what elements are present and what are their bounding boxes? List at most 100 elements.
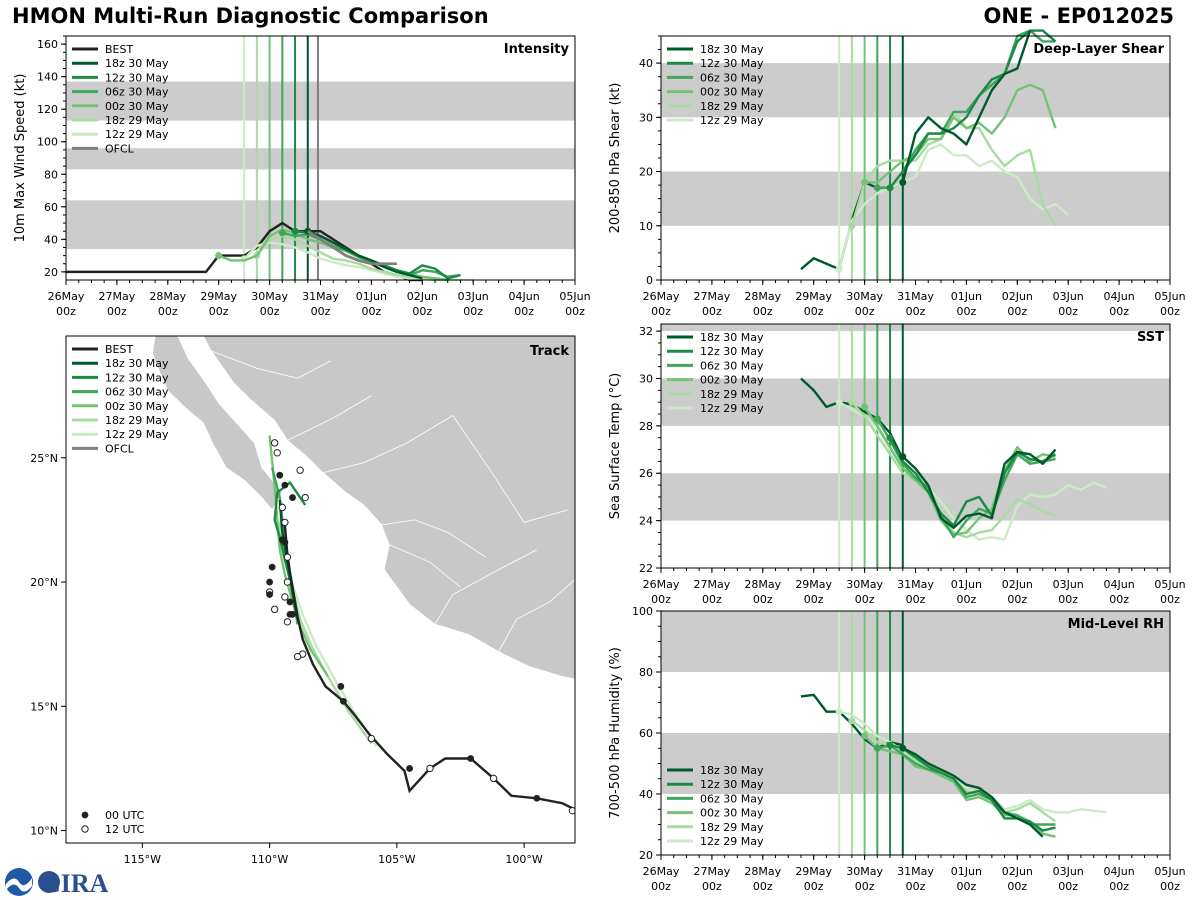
sst-band [661, 324, 1170, 332]
rh-panel: 20 40 60 80 100 26May 00z 27May 00z 28May 00z 29May… [608, 605, 1186, 893]
track-lon-label: 110°W [251, 853, 288, 866]
track-marker-00utc [268, 563, 276, 571]
intensity-legend-label: 18z 30 May [105, 57, 169, 70]
sst-series-start-point [873, 415, 881, 423]
sst-legend-label: 00z 30 May [700, 374, 764, 387]
intensity-legend-label: 18z 29 May [105, 114, 169, 127]
rh-series-line [838, 710, 1107, 814]
rh-xtick-hour: 00z [1109, 880, 1129, 893]
cira-logo-text: CIRA [42, 869, 109, 898]
rh-ytick-label: 40 [639, 788, 653, 801]
sst-ytick-label: 28 [639, 420, 653, 433]
intensity-xtick-day: 01Jun [356, 290, 387, 303]
rh-xtick-day: 31May [897, 865, 934, 878]
track-marker-12utc [281, 593, 289, 601]
sst-legend-label: 12z 30 May [700, 345, 764, 358]
shear-band [661, 171, 1170, 226]
track-marker-00utc [467, 755, 475, 762]
track-marker-00utc [266, 578, 273, 586]
track-legend-label: 00z 30 May [105, 400, 169, 413]
shear-band [661, 63, 1170, 118]
rh-ylabel: 700-500 hPa Humidity (%) [608, 647, 623, 819]
sst-xtick-day: 30May [846, 578, 883, 591]
rh-legend-label: 06z 30 May [700, 792, 764, 805]
rh-xtick-hour: 00z [957, 880, 977, 893]
track-marker-12utc [568, 806, 575, 815]
state-border [210, 350, 331, 379]
track-map-layer [152, 336, 575, 815]
sst-series-line [901, 448, 1057, 529]
rh-ytick-label: 20 [639, 849, 653, 862]
baja-peninsula [152, 336, 283, 511]
storm-id: ONE - EP012025 [983, 4, 1174, 28]
shear-xtick-day: 05Jun [1154, 290, 1185, 303]
sst-legend-label: 18z 29 May [700, 388, 764, 401]
rh-xtick-hour: 00z [855, 880, 875, 893]
intensity-legend-label: 06z 30 May [105, 86, 169, 99]
track-frame [65, 335, 576, 844]
track-lat-label: 20°N [30, 576, 58, 589]
state-border [389, 544, 461, 588]
track-marker-00utc [276, 471, 284, 479]
track-marker-12utc [367, 734, 376, 743]
shear-ytick-label: 30 [639, 111, 653, 124]
sst-series-start-point [899, 453, 907, 461]
track-legend-label: 18z 30 May [105, 357, 169, 370]
state-border [434, 549, 538, 625]
intensity-xtick-hour: 00z [412, 305, 432, 318]
track-marker-12utc [278, 503, 287, 512]
rh-legend-label: 12z 30 May [700, 778, 764, 791]
track-legend-marker-12 [81, 825, 89, 833]
track-marker-12utc [283, 578, 292, 586]
shear-xtick-hour: 00z [753, 305, 773, 318]
sst-ytick-label: 22 [639, 562, 653, 575]
sst-ytick-label: 24 [639, 515, 653, 528]
track-lat-label: 10°N [30, 825, 58, 838]
sst-series-start-point [835, 398, 843, 406]
sst-xtick-hour: 00z [1058, 593, 1078, 606]
shear-xtick-day: 02Jun [1002, 290, 1033, 303]
intensity-ytick-label: 100 [37, 136, 58, 149]
sst-series-start-point [861, 403, 869, 411]
track-lat-label: 25°N [30, 452, 58, 465]
track-series-line [278, 522, 378, 747]
intensity-series-start-point [278, 229, 286, 237]
track-legend-label: 12z 30 May [105, 371, 169, 384]
shear-series-start-point [899, 178, 907, 186]
shear-ylabel: 200-850 hPa Shear (kt) [608, 83, 623, 234]
intensity-ofcl-line [307, 230, 397, 266]
track-series-line [278, 502, 373, 745]
track-marker-12utc [281, 518, 289, 527]
intensity-xtick-hour: 00z [209, 305, 229, 318]
shear-series-start-point [886, 184, 894, 192]
sst-ylabel: Sea Surface Temp (°C) [608, 373, 623, 520]
rh-xtick-day: 29May [795, 865, 832, 878]
rh-legend-label: 00z 30 May [700, 807, 764, 820]
rh-ytick-label: 100 [632, 605, 653, 618]
rh-band [661, 611, 1170, 672]
sst-xtick-hour: 00z [702, 593, 722, 606]
rh-xtick-hour: 00z [1160, 880, 1180, 893]
rh-ytick-label: 60 [639, 727, 653, 740]
rh-xtick-day: 04Jun [1104, 865, 1135, 878]
intensity-ytick-label: 160 [37, 38, 58, 51]
intensity-xtick-hour: 00z [362, 305, 382, 318]
shear-xtick-day: 03Jun [1053, 290, 1084, 303]
intensity-series-line [282, 231, 461, 278]
intensity-legend-label: BEST [105, 43, 133, 56]
track-marker-00utc [337, 683, 345, 690]
rh-xtick-hour: 00z [753, 880, 773, 893]
sst-xtick-day: 05Jun [1154, 578, 1185, 591]
sst-series-start-point [848, 398, 856, 406]
track-legend-label: 06z 30 May [105, 386, 169, 399]
shear-series-start-point [873, 184, 881, 192]
rh-series-line [863, 735, 1056, 838]
intensity-title: Intensity [504, 42, 570, 57]
rh-xtick-hour: 00z [1007, 880, 1027, 893]
shear-legend-label: 00z 30 May [700, 86, 764, 99]
rh-xtick-day: 26May [643, 865, 680, 878]
mexico-mainland [202, 336, 575, 680]
shear-legend-label: 12z 30 May [700, 57, 764, 70]
rh-xtick-day: 30May [846, 865, 883, 878]
